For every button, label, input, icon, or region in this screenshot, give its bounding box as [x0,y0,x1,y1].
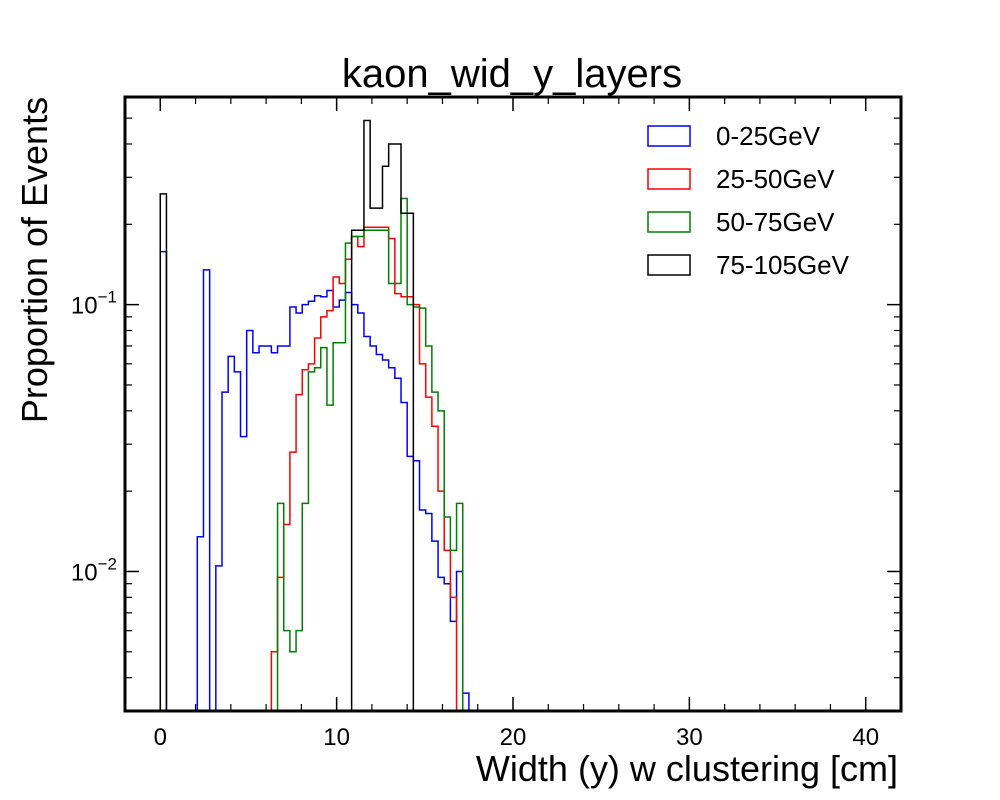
legend-swatch [647,254,691,276]
x-tick-label: 10 [323,724,350,751]
legend-label: 0-25GeV [716,121,821,151]
y-axis-label: Proportion of Events [14,97,55,423]
series-0-25gev-line [159,250,470,711]
y-tick-label: 10−2 [71,554,117,586]
chart-title: kaon_wid_y_layers [342,52,682,96]
x-axis-label: Width (y) w clustering [cm] [476,748,898,789]
legend-label: 75-105GeV [716,250,850,280]
ticks-layer: 0 10 20 30 40 10−2 10−1 [71,97,902,751]
legend-label: 25-50GeV [716,164,835,194]
x-tick-label: 0 [154,724,167,751]
legend: 0-25GeV 25-50GeV 50-75GeV 75-105GeV [647,121,850,280]
legend-label: 50-75GeV [716,207,835,237]
legend-swatch [647,168,691,190]
series-50-75gev-line [276,197,464,711]
series-75-105gev-line [159,119,415,711]
x-tick-label: 20 [500,724,527,751]
x-tick-label: 30 [676,724,703,751]
legend-swatch [647,125,691,147]
y-tick-label: 10−1 [71,288,117,320]
legend-swatch [647,211,691,233]
plot-frame [123,95,903,713]
series-25-50gev-line [270,226,458,711]
x-tick-label: 40 [852,724,879,751]
series-layer [159,119,470,711]
